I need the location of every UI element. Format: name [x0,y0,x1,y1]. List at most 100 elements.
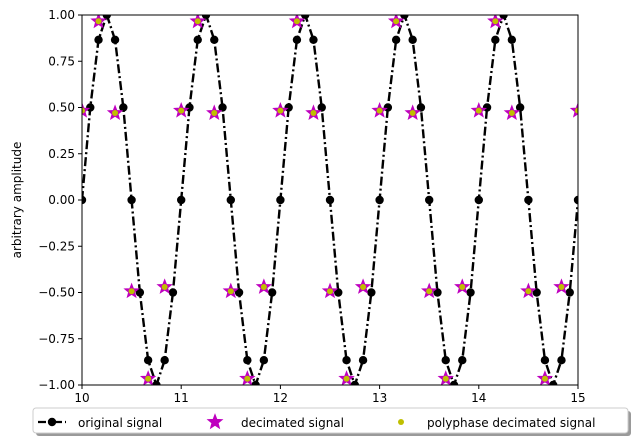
polyphase-decimated-signal-point [343,375,350,382]
original-signal-point [86,103,95,112]
original-signal-point [168,288,178,297]
original-signal-point [292,35,302,44]
original-signal-point [226,195,235,205]
original-signal-point [119,103,128,112]
y-tick-label: 0.25 [48,147,75,161]
y-tick-label: 1.00 [48,8,75,22]
original-signal-point [152,380,161,385]
polyphase-decimated-signal-point [558,283,565,290]
original-signal-point [441,356,450,365]
original-signal-point [210,35,219,44]
legend-label-polyphase: polyphase decimated signal [427,416,595,430]
original-signal-point [557,356,566,365]
original-signal-point [143,356,153,365]
polyphase-decimated-signal-point [178,107,185,114]
x-tick-label: 15 [570,391,585,405]
polyphase-decimated-signal-point [293,18,300,25]
x-tick-label: 11 [174,391,189,405]
polyphase-decimated-signal-point [161,283,168,290]
polyphase-decimated-signal-point [194,18,201,25]
original-signal-point [234,288,244,297]
original-signal-point [218,103,227,112]
decimated-signal-point [82,102,91,118]
original-signal-point [540,356,550,365]
polyphase-decimated-signal-point [227,288,234,295]
original-signal-point [391,35,401,44]
original-signal-point [458,356,467,365]
original-signal-point [416,103,426,112]
original-signal-point [160,356,169,365]
original-signal-point [425,195,434,205]
original-signal-point [309,35,318,44]
polyphase-decimated-signal-point [525,288,532,295]
original-signal-point [549,380,558,385]
polyphase-decimated-signal-point [277,107,284,114]
original-signal-point [507,35,517,44]
polyphase-decimated-signal-point [541,375,548,382]
original-signal-point [276,195,285,205]
polyphase-decimated-signal-point [327,288,333,295]
original-signal-point [408,35,417,44]
legend-marker-polyphase [398,419,404,425]
original-signal-point [367,288,376,297]
original-signal-point [573,195,578,205]
legend-frame [32,407,629,434]
legend-label-original: original signal [78,416,162,430]
original-signal-point [251,380,260,385]
legend: original signal decimated signal polypha… [32,407,631,436]
polyphase-decimated-signal-point [95,18,102,25]
original-signal-point [400,15,409,20]
original-signal-point [82,195,87,205]
original-signal-point [358,356,368,365]
original-signal-point [102,15,111,20]
polyphase-decimated-signal-point [112,110,119,117]
polyphase-decimated-signal-point [459,283,466,290]
original-signal-point [325,195,335,205]
polyphase-decimated-signal-point [211,110,218,117]
original-signal-point [301,15,310,20]
original-signal-point [193,35,202,44]
x-axis: 10 11 12 13 14 15 [74,385,586,405]
original-signal-point [524,195,533,205]
polyphase-decimated-signal-point [393,18,400,25]
polyphase-decimated-signal-point [82,107,85,114]
original-signal-point [449,380,459,385]
original-signal-point [201,15,211,20]
polyphase-decimated-signal-point [128,288,135,295]
original-signal-point [110,35,120,44]
decimated-signal-point [569,102,578,118]
polyphase-decimated-signal-point [360,283,367,290]
legend-item-original-signal: original signal [38,416,162,430]
polyphase-decimated-signal-point [260,283,267,290]
y-axis: −1.00 −0.75 −0.50 −0.25 0.00 0.25 0.50 0.75 1.00 [38,8,82,392]
polyphase-decimated-signal-point [409,110,416,117]
polyphase-decimated-signal-point [310,110,317,117]
polyphase-decimated-signal-point [426,288,433,295]
original-signal-point [532,288,541,297]
original-signal-point [259,356,269,365]
original-signal-point [565,288,574,297]
x-tick-label: 14 [471,391,486,405]
original-signal-point [499,15,508,20]
y-tick-label: 0.75 [48,54,75,68]
original-signal-point [284,103,293,112]
polyphase-decimated-signal-point [376,107,383,114]
original-signal-point [482,103,492,112]
y-tick-label: −0.50 [38,286,75,300]
legend-marker-original [47,417,57,427]
original-signal-point [185,103,194,112]
original-signal-point [317,103,326,112]
x-tick-label: 13 [372,391,387,405]
y-axis-title: arbitrary amplitude [10,142,24,259]
original-signal-point [350,380,359,385]
original-signal-point [474,195,483,205]
x-tick-label: 12 [273,391,288,405]
legend-item-polyphase-decimated-signal: polyphase decimated signal [398,416,595,430]
original-signal-point [491,35,500,44]
x-tick-label: 10 [74,391,89,405]
original-signal-point [375,195,384,205]
legend-label-decimated: decimated signal [241,416,344,430]
original-signal-point [267,288,277,297]
